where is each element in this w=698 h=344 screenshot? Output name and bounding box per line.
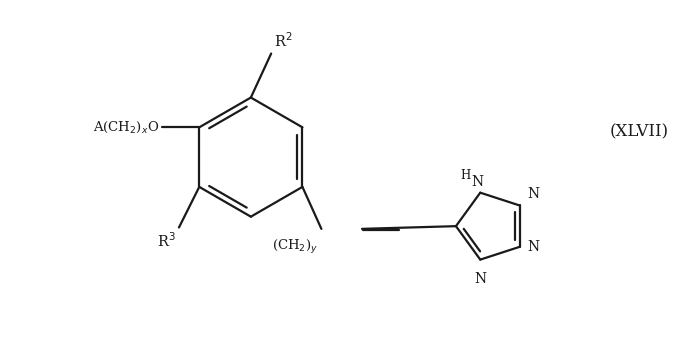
Text: R$^3$: R$^3$: [158, 232, 177, 250]
Text: (XLVII): (XLVII): [609, 123, 669, 140]
Text: N: N: [472, 175, 484, 189]
Text: R$^2$: R$^2$: [274, 31, 292, 50]
Text: N: N: [528, 187, 540, 201]
Text: N: N: [528, 240, 540, 254]
Text: (CH$_2$)$_y$: (CH$_2$)$_y$: [272, 238, 318, 256]
Text: N: N: [474, 272, 487, 286]
Text: A(CH$_2$)$_x$O: A(CH$_2$)$_x$O: [93, 120, 158, 135]
Text: H: H: [460, 169, 470, 182]
